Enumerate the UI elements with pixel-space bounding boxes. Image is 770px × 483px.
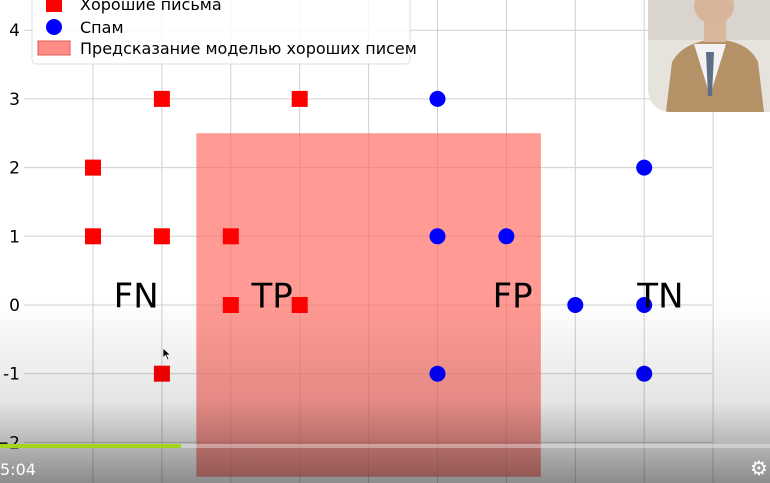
prediction-region — [196, 133, 541, 477]
annotations: FN TP FP TN — [114, 277, 684, 317]
prediction-region-rect — [196, 133, 541, 477]
annotation-label: TN — [636, 277, 683, 317]
spam-point — [429, 90, 446, 107]
spam-point — [636, 365, 653, 382]
data-points — [85, 90, 653, 382]
y-tick-label: −2 — [0, 433, 20, 453]
good-email-point — [85, 159, 101, 176]
good-email-point — [153, 90, 170, 107]
current-time: 5:04 — [0, 460, 36, 479]
spam-point — [429, 228, 446, 245]
legend-label-region: Предсказание моделью хороших писем — [80, 39, 417, 58]
legend-box — [31, 0, 411, 65]
annotation-label: FN — [114, 277, 159, 317]
y-axis-ticks: 4 3 2 1 0 -1 −2 — [0, 21, 20, 453]
good-email-point — [222, 228, 239, 245]
y-tick-label: 3 — [9, 90, 20, 110]
annotation-label: TP — [250, 277, 292, 317]
y-tick-label: 1 — [9, 227, 20, 247]
legend-marker-region — [37, 40, 71, 56]
legend-marker-spam — [46, 19, 62, 35]
progress-bar[interactable] — [0, 444, 770, 448]
y-tick-label: -1 — [3, 365, 20, 385]
spam-point — [498, 228, 515, 245]
annotation-label: FP — [493, 277, 533, 317]
legend-label-spam: Спам — [80, 18, 124, 37]
good-email-point — [85, 228, 101, 245]
progress-fill — [0, 444, 181, 448]
legend-marker-good — [46, 0, 62, 12]
webcam-overlay — [648, 0, 770, 112]
mouse-cursor — [162, 347, 172, 361]
good-email-point — [222, 297, 239, 313]
gear-icon[interactable]: ⚙ — [750, 456, 768, 480]
spam-point — [429, 365, 446, 382]
y-tick-label: 2 — [9, 159, 20, 179]
spam-point — [567, 297, 584, 313]
spam-point — [636, 159, 653, 176]
legend-label-good: Хорошие письма — [80, 0, 222, 14]
good-email-point — [153, 228, 170, 245]
good-email-point — [291, 297, 308, 313]
spam-point — [636, 297, 653, 313]
good-email-point — [153, 365, 170, 382]
legend: Хорошие письма Спам Предсказание моделью х… — [31, 0, 417, 65]
y-tick-label: 4 — [9, 21, 20, 41]
y-tick-label: 0 — [9, 296, 20, 316]
good-email-point — [291, 90, 308, 107]
